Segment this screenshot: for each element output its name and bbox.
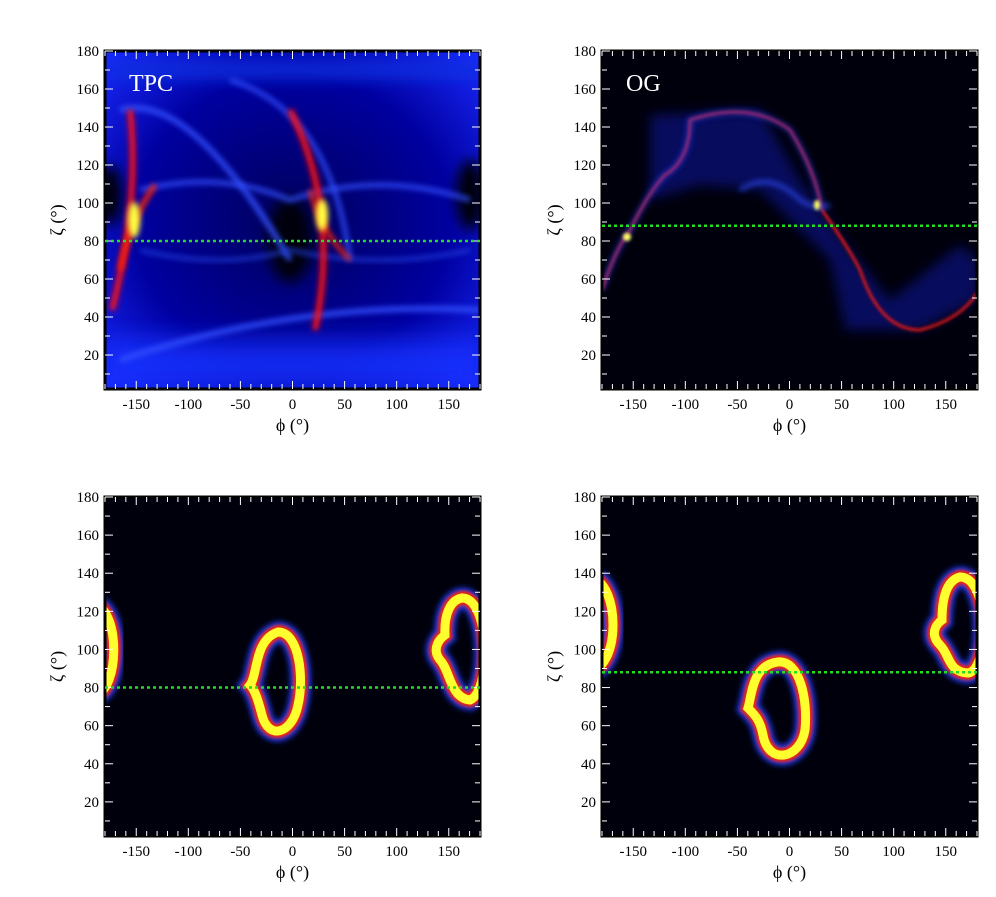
x-tick-label: 150: [935, 844, 958, 860]
x-tick-label: 150: [935, 397, 958, 413]
x-tick-label: -150: [123, 397, 151, 413]
x-tick-label: -50: [230, 844, 250, 860]
x-tick-label: 150: [438, 844, 461, 860]
panel-label: OG: [626, 71, 661, 97]
y-axis-label: ζ (°): [47, 651, 68, 682]
x-tick-label: -150: [620, 844, 648, 860]
y-axis-label: ζ (°): [47, 204, 68, 235]
y-tick-label: 160: [77, 82, 100, 98]
y-tick-label: 120: [77, 604, 100, 620]
y-tick-label: 60: [84, 272, 99, 288]
y-tick-label: 20: [581, 348, 596, 364]
y-tick-label: 100: [574, 196, 597, 212]
y-tick-label: 180: [574, 490, 597, 506]
y-tick-label: 40: [84, 757, 99, 773]
y-tick-label: 140: [574, 566, 597, 582]
y-tick-label: 180: [574, 44, 597, 60]
y-axis-label: ζ (°): [544, 204, 565, 235]
x-tick-label: 50: [834, 844, 849, 860]
panel-0-axes: -150 -100 -50 0 50 100 150 20 40 60 80 100 120 140 160…: [47, 44, 482, 436]
y-tick-label: 120: [574, 158, 597, 174]
x-tick-label: 0: [289, 397, 297, 413]
x-tick-label: -50: [230, 397, 250, 413]
x-tick-label: 50: [337, 397, 352, 413]
x-tick-label: 100: [882, 844, 905, 860]
heatmap-tpc: [105, 51, 480, 389]
x-axis-label: ϕ (°): [773, 415, 806, 436]
x-axis-label: ϕ (°): [276, 862, 309, 883]
y-tick-label: 60: [84, 719, 99, 735]
x-tick-label: 50: [337, 844, 352, 860]
x-tick-label: 100: [385, 397, 408, 413]
x-tick-label: -100: [672, 397, 700, 413]
y-tick-label: 100: [77, 642, 100, 658]
x-tick-label: -50: [727, 397, 747, 413]
y-tick-label: 40: [581, 757, 596, 773]
y-tick-label: 120: [77, 158, 100, 174]
y-tick-label: 80: [581, 234, 596, 250]
x-tick-label: 0: [289, 844, 297, 860]
x-axis-label: ϕ (°): [276, 415, 309, 436]
x-tick-label: 100: [385, 844, 408, 860]
x-tick-label: 100: [882, 397, 905, 413]
y-tick-label: 100: [574, 642, 597, 658]
y-tick-label: 80: [581, 681, 596, 697]
x-tick-label: 50: [834, 397, 849, 413]
y-tick-label: 140: [77, 120, 100, 136]
x-tick-label: -100: [175, 397, 203, 413]
y-tick-label: 60: [581, 719, 596, 735]
y-tick-label: 20: [84, 348, 99, 364]
x-tick-label: -100: [672, 844, 700, 860]
x-tick-label: -50: [727, 844, 747, 860]
y-tick-label: 120: [574, 604, 597, 620]
panel-2-axes: -150 -100 -50 0 50 100 150 20 40 60 80 100 120 140 160…: [47, 490, 482, 883]
y-tick-label: 20: [84, 795, 99, 811]
y-tick-label: 180: [77, 44, 100, 60]
x-tick-label: 0: [786, 397, 794, 413]
y-tick-label: 80: [84, 234, 99, 250]
x-tick-label: -100: [175, 844, 203, 860]
y-tick-label: 40: [581, 310, 596, 326]
panel-label: TPC: [129, 71, 173, 97]
y-tick-label: 20: [581, 795, 596, 811]
y-tick-label: 160: [77, 528, 100, 544]
y-tick-label: 40: [84, 310, 99, 326]
y-tick-label: 160: [574, 82, 597, 98]
y-tick-label: 140: [77, 566, 100, 582]
panel-3-axes: -150 -100 -50 0 50 100 150 20 40 60 80 100 120 140 160…: [544, 490, 979, 883]
x-tick-label: 150: [438, 397, 461, 413]
panel-1-axes: -150 -100 -50 0 50 100 150 20 40 60 80 100 120 140 160…: [544, 44, 979, 436]
y-tick-label: 160: [574, 528, 597, 544]
heatmap-bottom-left: [105, 497, 480, 836]
x-tick-label: 0: [786, 844, 794, 860]
heatmap-bottom-right: [602, 497, 977, 836]
x-tick-label: -150: [123, 844, 151, 860]
y-tick-label: 80: [84, 681, 99, 697]
y-tick-label: 100: [77, 196, 100, 212]
y-axis-label: ζ (°): [544, 651, 565, 682]
y-tick-label: 140: [574, 120, 597, 136]
heatmap-og: [602, 51, 977, 389]
y-tick-label: 60: [581, 272, 596, 288]
x-tick-label: -150: [620, 397, 648, 413]
x-axis-label: ϕ (°): [773, 862, 806, 883]
y-tick-label: 180: [77, 490, 100, 506]
